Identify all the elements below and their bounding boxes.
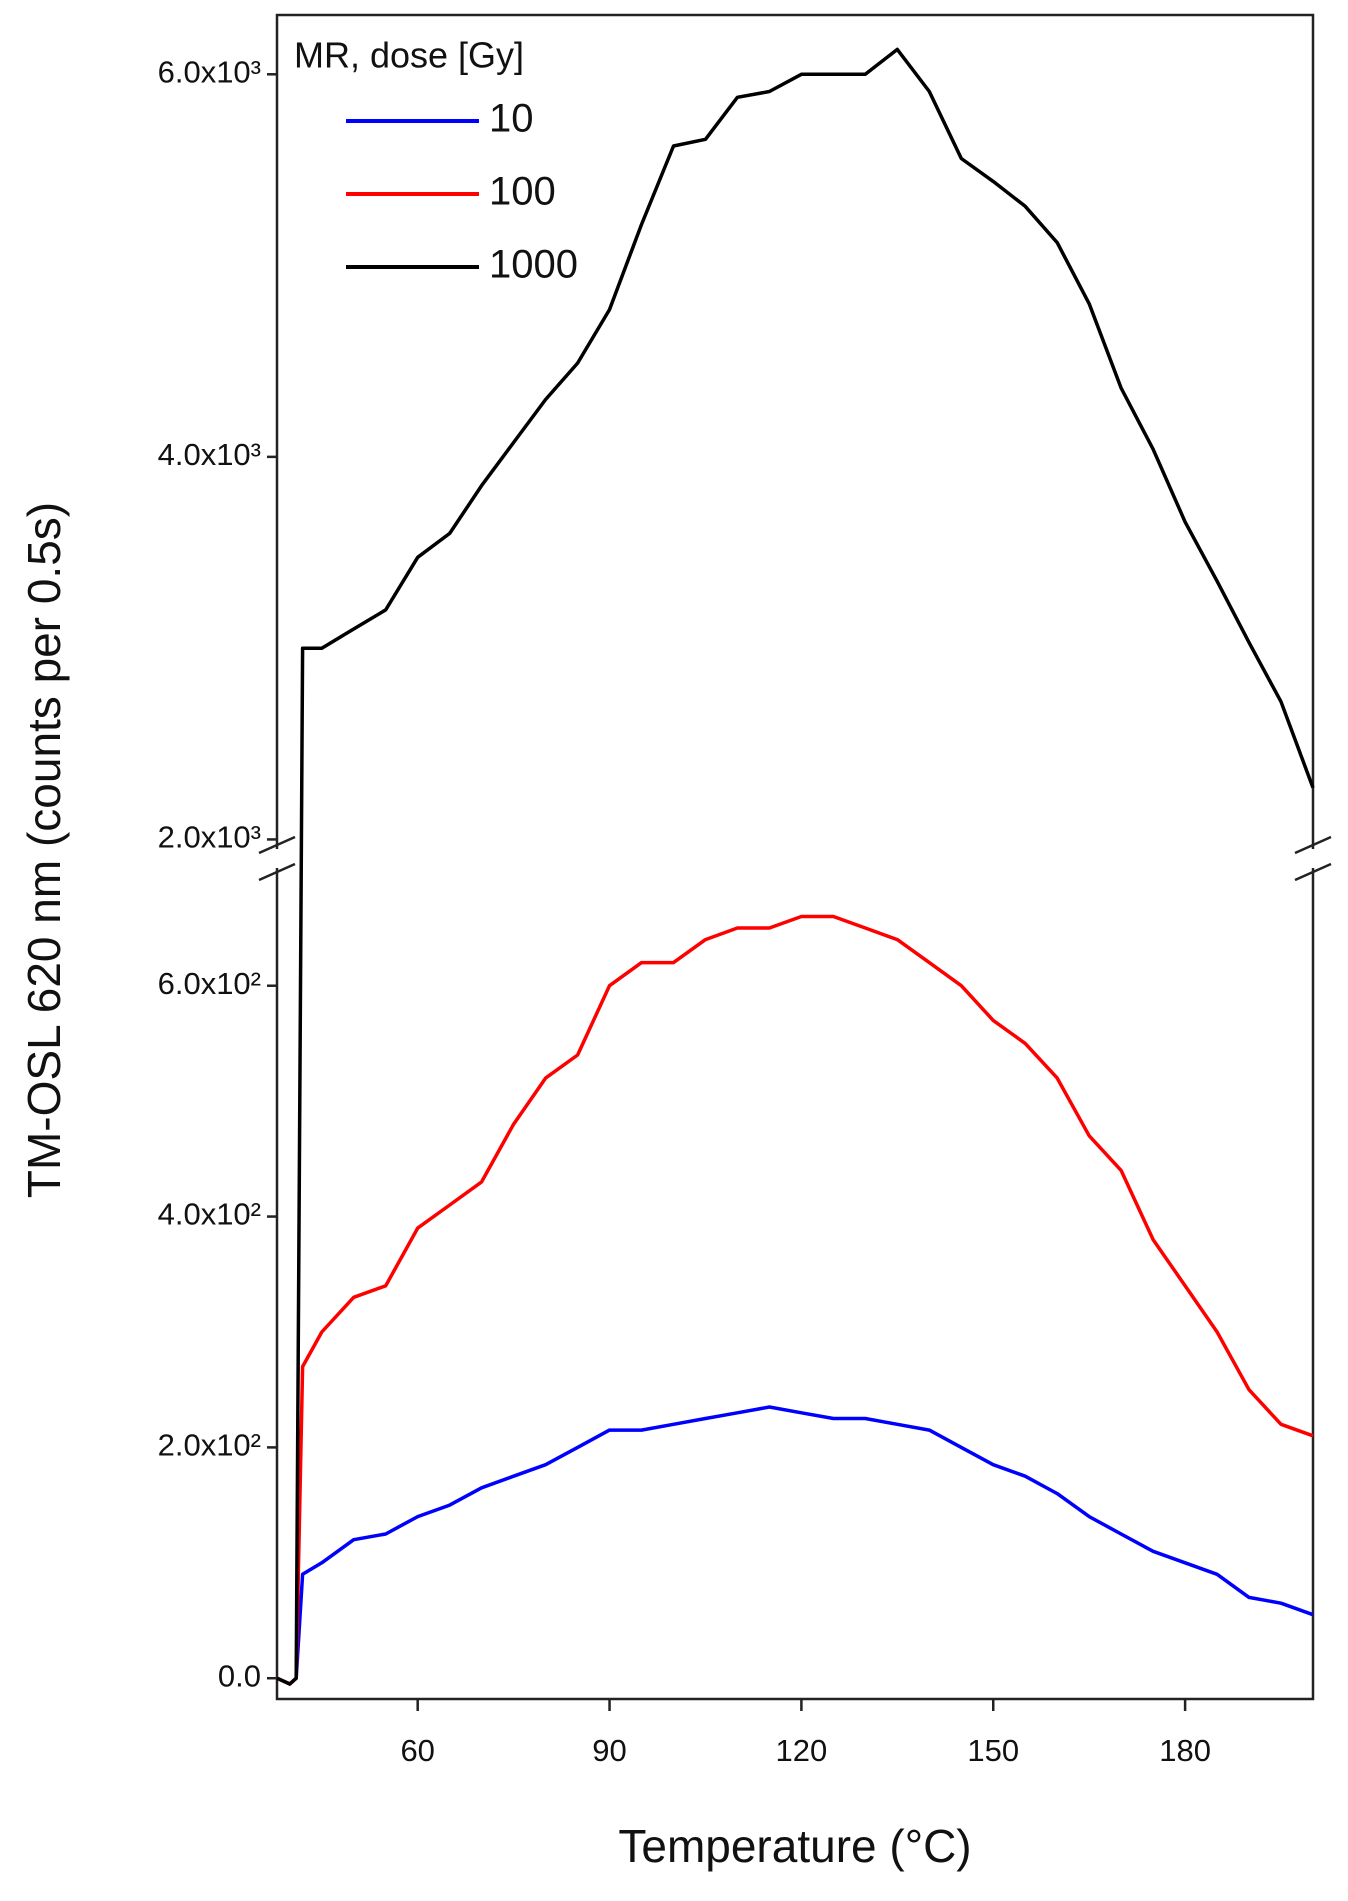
axis-break <box>1294 835 1332 855</box>
y-axis-title: TM-OSL 620 nm (counts per 0.5s) <box>18 502 70 1198</box>
y-tick-label: 4.0x10³ <box>158 437 261 472</box>
y-tick-label: 6.0x10² <box>158 966 261 1001</box>
y-tick-label: 2.0x10² <box>158 1428 261 1463</box>
legend-title: MR, dose [Gy] <box>294 35 524 76</box>
axis-frame <box>275 13 1315 1701</box>
series-line <box>276 914 1314 1686</box>
legend-label: 10 <box>489 97 534 141</box>
axis-break <box>1294 862 1332 882</box>
x-tick-label: 180 <box>1159 1733 1211 1768</box>
axis-break <box>258 862 296 882</box>
x-tick-label: 60 <box>400 1733 434 1768</box>
y-tick-label: 6.0x10³ <box>158 54 261 89</box>
x-tick-label: 90 <box>592 1733 626 1768</box>
x-tick-label: 150 <box>967 1733 1019 1768</box>
y-tick-label: 0.0 <box>218 1658 261 1693</box>
legend-label: 1000 <box>489 243 578 287</box>
y-tick-label: 2.0x10³ <box>158 820 261 855</box>
series-line <box>276 1405 1314 1686</box>
y-tick-label: 4.0x10² <box>158 1197 261 1232</box>
x-axis-title: Temperature (°C) <box>618 1820 971 1872</box>
legend-label: 100 <box>489 170 556 214</box>
x-tick-label: 120 <box>776 1733 828 1768</box>
axis-break <box>258 835 296 855</box>
series-line <box>276 47 1315 1686</box>
